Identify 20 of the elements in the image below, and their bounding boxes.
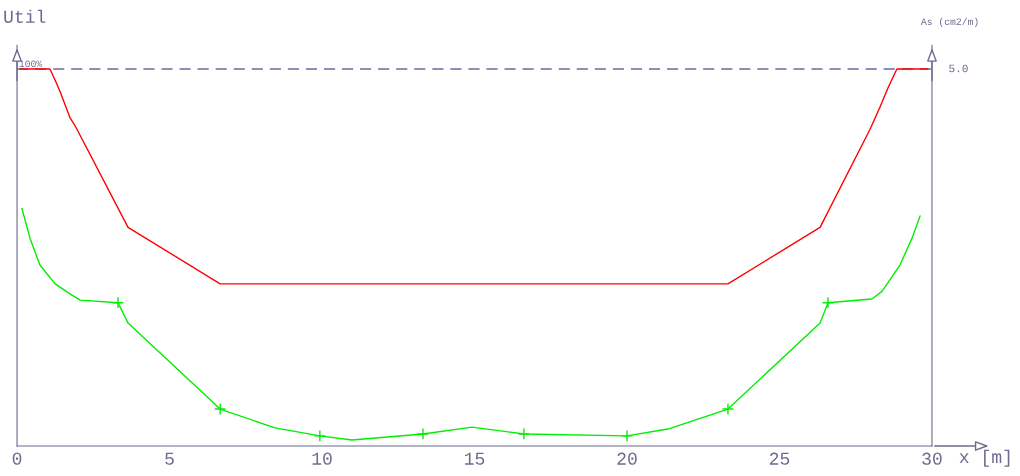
point — [313, 429, 326, 442]
x-axis-title: x [m] — [959, 449, 1010, 467]
x-tick-label: 30 — [922, 452, 942, 465]
y2-axis-title: As (cm2/m) — [920, 17, 978, 27]
text: 5.0 — [949, 64, 968, 73]
ref-line-label: 100% — [19, 60, 43, 68]
point — [517, 427, 530, 441]
point — [111, 296, 125, 309]
x-tick-label: 5 — [165, 452, 174, 465]
x-tick-label: 15 — [464, 452, 485, 465]
point — [214, 402, 227, 416]
x-tick-label: 0 — [12, 452, 22, 465]
y-axis-title: Util — [4, 9, 46, 23]
point — [620, 429, 634, 442]
x-tick-label: 25 — [769, 452, 790, 465]
x-tick-label: 20 — [617, 452, 637, 465]
point — [721, 402, 735, 416]
x-tick-label: 10 — [312, 452, 332, 465]
point — [821, 296, 835, 309]
point — [416, 427, 430, 441]
